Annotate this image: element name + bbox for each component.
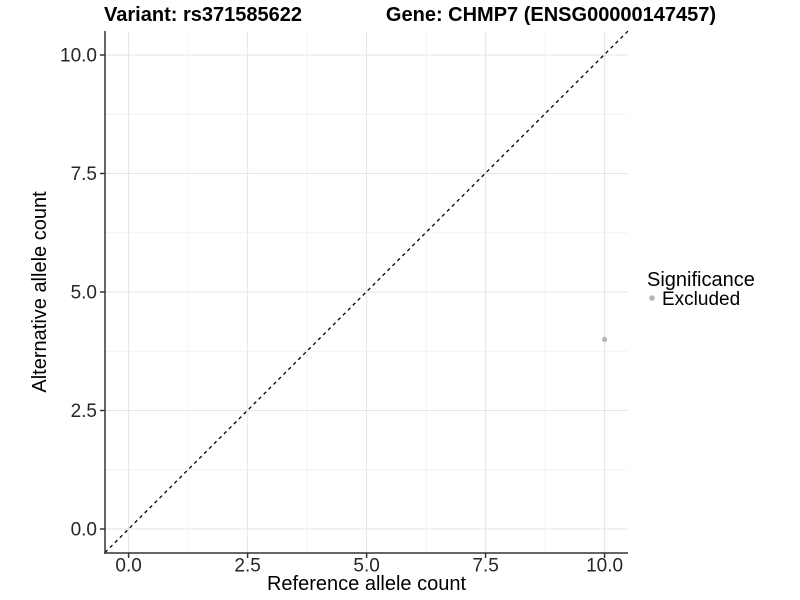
x-tick-labels: 0.0 2.5 5.0 7.5 10.0: [115, 556, 623, 577]
plot-title-gene: Gene: CHMP7 (ENSG00000147457): [386, 4, 716, 26]
x-tick-label: 7.5: [472, 556, 498, 577]
y-tick-label: 0.0: [71, 520, 97, 541]
x-tick-label: 5.0: [353, 556, 379, 577]
x-tick-label: 10.0: [586, 556, 623, 577]
y-tick-label: 2.5: [71, 401, 97, 422]
legend: Significance Excluded: [647, 269, 755, 310]
x-tick-label: 2.5: [234, 556, 260, 577]
y-tick-label: 10.0: [60, 46, 97, 67]
legend-key-dot: [649, 295, 655, 301]
points-layer: [602, 336, 608, 342]
legend-title: Significance: [647, 269, 755, 291]
x-axis-ticks: [127, 553, 606, 558]
major-gridlines: [105, 31, 628, 553]
y-tick-label: 5.0: [71, 283, 97, 304]
y-axis-label: Alternative allele count: [29, 191, 51, 393]
x-tick-label: 0.0: [115, 556, 141, 577]
data-point: [602, 336, 608, 342]
x-axis-label: Reference allele count: [267, 573, 466, 595]
legend-item-label: Excluded: [662, 289, 740, 310]
y-axis-ticks: [100, 54, 105, 530]
y-tick-label: 7.5: [71, 164, 97, 185]
plot-title-variant: Variant: rs371585622: [104, 4, 302, 26]
y-tick-labels: 10.0 7.5 5.0 2.5 0.0: [60, 46, 97, 541]
